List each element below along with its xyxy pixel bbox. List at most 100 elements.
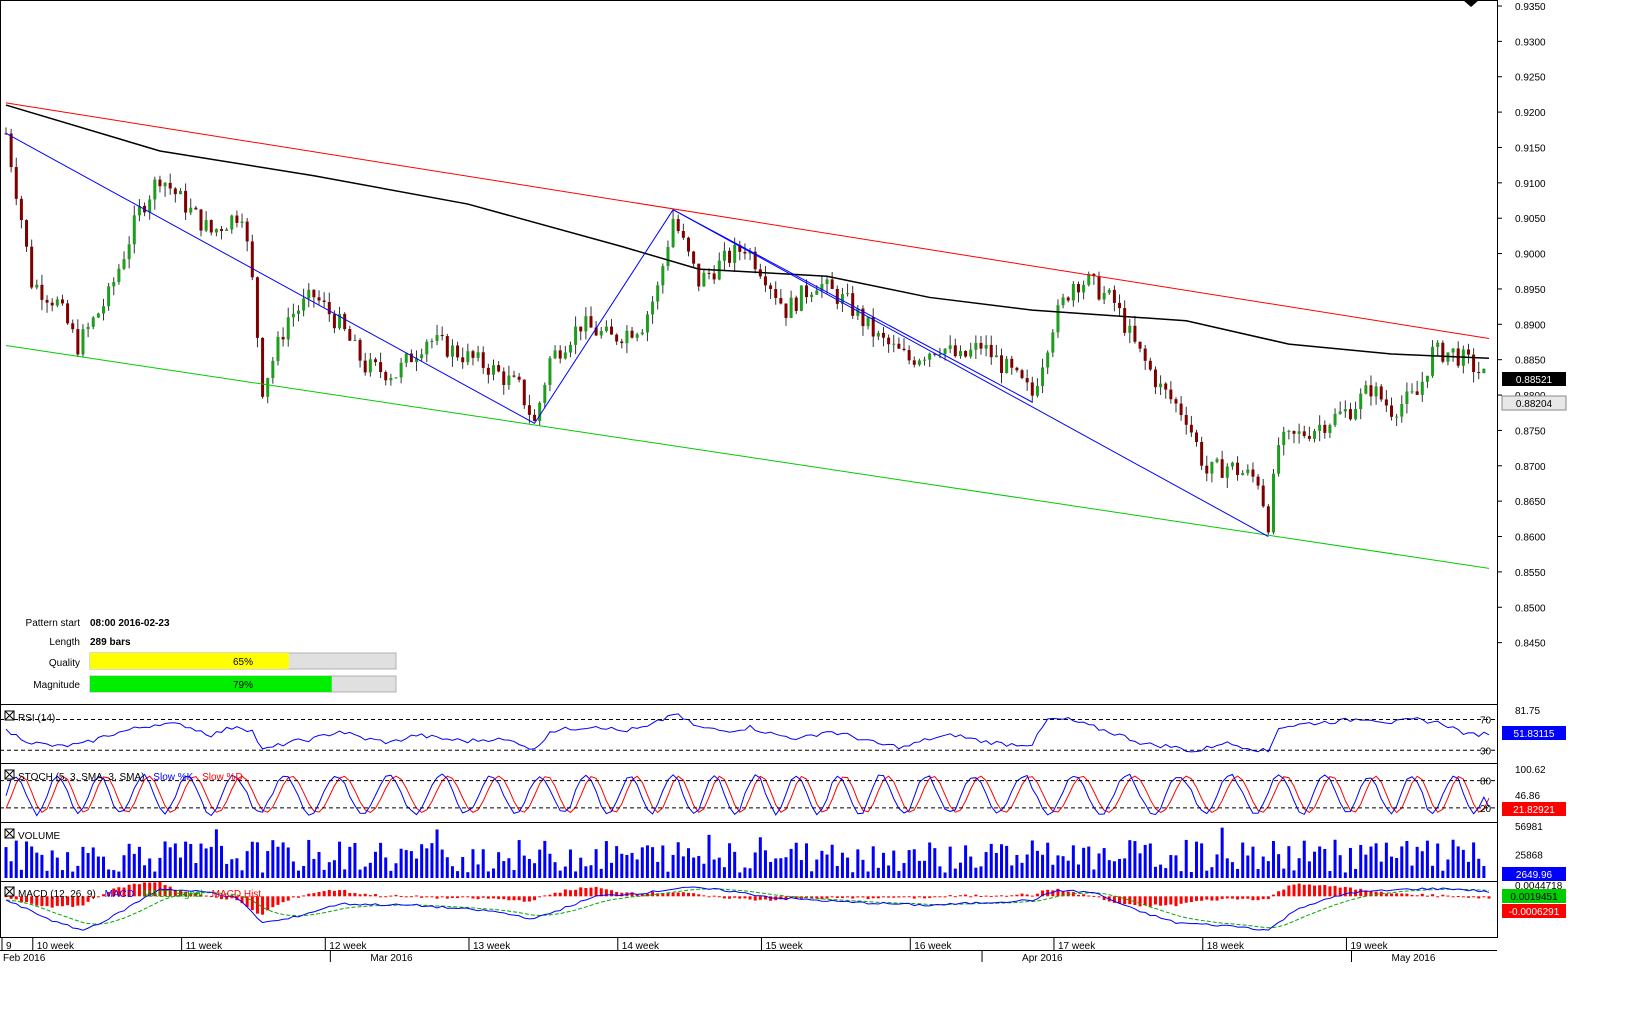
candle-bull [671,219,675,247]
macd-hist-bar [1256,896,1260,901]
candle-bear [902,348,906,351]
candle-bull [127,244,131,260]
volume-bar [984,852,988,878]
volume-bar [851,872,855,878]
candle-bull [35,284,39,288]
volume-bar [1015,854,1019,878]
stoch-mid-label: 46.86 [1515,791,1540,802]
macd-hist-bar [353,892,357,897]
macd-hist-bar [1225,896,1229,899]
price-tick-label: 0.8750 [1515,426,1546,437]
macd-hist-bar [533,896,537,901]
candle-bear [1020,370,1024,379]
macd-close-icon[interactable] [4,886,15,897]
sma-line [5,104,1490,360]
candle-bear [456,345,460,358]
candle-bear [1466,349,1470,355]
macd-hist-bar [671,892,675,897]
macd-hist-bar [563,889,567,897]
candle-bull [810,294,814,298]
macd-value-tag-text: 0.0019451 [1510,892,1558,903]
candle-bull [1046,352,1050,368]
macd-hist-bar [902,896,906,898]
candle-bear [45,299,49,303]
volume-bar [815,859,819,878]
candle-bull [1035,385,1039,396]
candle-bear [250,241,254,278]
magnitude-fill [90,676,332,692]
macd-hist-bar [1292,884,1296,897]
volume-bar [589,865,593,878]
candle-bear [19,198,23,221]
candle-bull [1210,461,1214,474]
candle-bear [461,357,465,363]
candle-bull [1338,411,1342,414]
candle-bear [912,360,916,365]
macd-hist-bar [168,886,172,897]
volume-bar [820,850,824,878]
candle-bear [30,246,34,288]
candle-bull [1102,292,1106,300]
macd-hist-bar [758,896,762,900]
volume-bar [1472,842,1476,878]
volume-bar [1466,861,1470,878]
volume-bar [1236,868,1240,878]
stoch-title: STOCH (5, 3, SMA, 3, SMA) Slow %K Slow %… [18,772,243,783]
candle-bull [276,336,280,361]
macd-hist-bar [266,896,270,911]
candle-bull [122,259,126,269]
candle-bull [1436,342,1440,347]
volume-bar [1184,839,1188,878]
volume-close-icon[interactable] [4,828,15,839]
candle-bull [1071,284,1075,301]
candle-bull [286,317,290,340]
macd-hist-bar [789,896,793,898]
candle-bull [214,229,218,233]
candle-bear [1010,358,1014,368]
macd-hist-bar [558,892,562,897]
volume-bar [1395,857,1399,878]
stoch-value-tag [1502,802,1566,816]
volume-bar [379,842,383,878]
macd-hist-bar [1118,896,1122,904]
macd-hist-bar [153,882,157,897]
macd-hist-bar [194,893,198,897]
candle-bear [220,229,224,232]
macd-hist-bar [107,892,111,897]
macd-hist-bar [676,892,680,897]
week-label: 15 week [765,941,803,952]
macd-hist-bar [1051,890,1055,897]
candle-bear [358,340,362,361]
volume-bar [1010,865,1014,878]
scroll-marker-icon[interactable] [1463,0,1479,7]
macd-hist-bar [163,885,167,897]
stoch-close-icon[interactable] [4,769,15,780]
macd-hist-bar [220,896,224,900]
stoch-level-label: 80 [1480,777,1492,788]
macd-hist-bar [1200,896,1204,901]
volume-bar [846,857,850,878]
macd-hist-bar [1482,896,1486,898]
volume-bar [1200,843,1204,878]
candle-bear [522,379,526,406]
volume-bar [610,862,614,878]
volume-bar [779,858,783,878]
volume-bar [533,863,537,878]
macd-hist-bar [1066,891,1070,897]
volume-bar [1153,866,1157,878]
macd-hist-bar [794,896,798,899]
sma-price-tag-text: 0.88521 [1516,375,1553,386]
volume-bar [399,848,403,878]
candle-bull [271,360,275,378]
macd-hist-tag-text: -0.0006291 [1509,907,1560,918]
candle-bull [635,334,639,338]
volume-bar [861,859,865,878]
macd-hist-tag [1502,904,1566,918]
volume-bar [620,853,624,878]
rsi-close-icon[interactable] [4,710,15,721]
candle-bear [707,272,711,274]
volume-bar [415,858,419,878]
candle-bull [225,229,229,232]
volume-bar [979,866,983,878]
macd-hist-bar [666,892,670,897]
